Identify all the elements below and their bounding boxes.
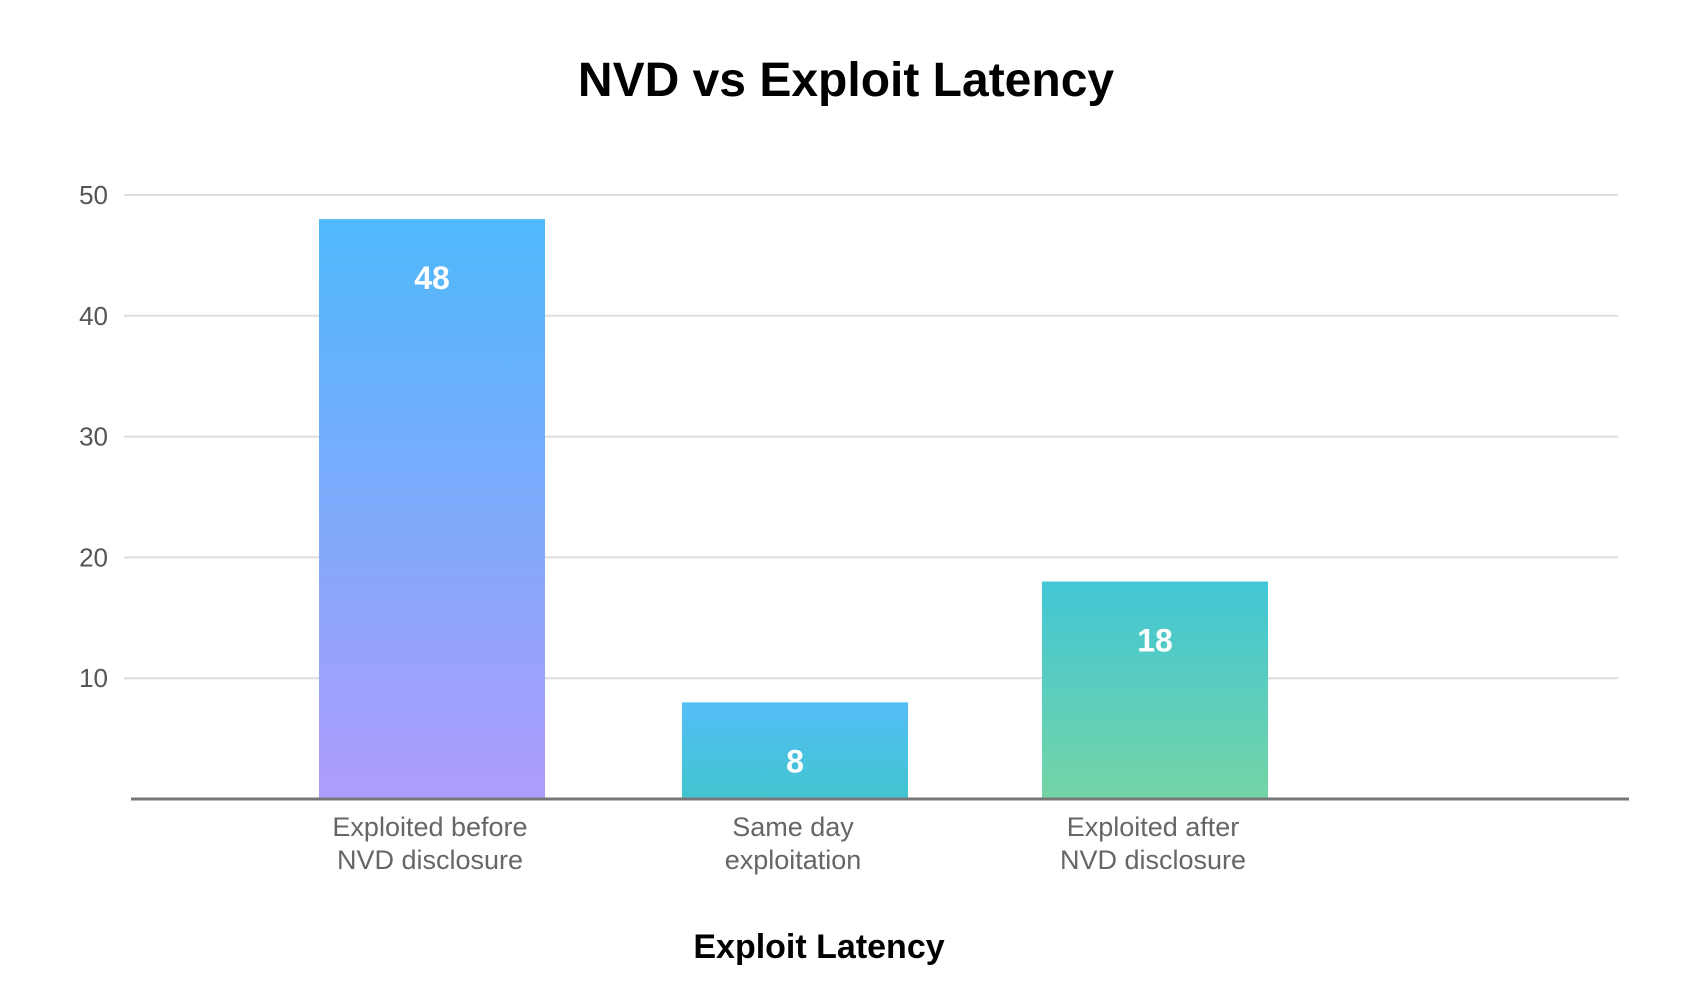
chart-title: NVD vs Exploit Latency bbox=[578, 54, 1114, 107]
x-tick-label: Exploited after bbox=[1067, 812, 1240, 842]
y-tick-label: 10 bbox=[79, 663, 108, 693]
y-axis-ticks: 10 20 30 40 50 bbox=[79, 180, 108, 693]
bar-value-label: 8 bbox=[786, 743, 804, 779]
bar-value-label: 48 bbox=[414, 260, 450, 296]
bar bbox=[319, 219, 545, 799]
bars: 48 8 18 bbox=[319, 219, 1268, 799]
x-tick-label: Exploited before bbox=[332, 812, 527, 842]
bar bbox=[682, 702, 908, 799]
y-tick-label: 20 bbox=[79, 542, 108, 572]
x-tick-label: Same day bbox=[732, 812, 854, 842]
x-tick-label: exploitation bbox=[725, 845, 862, 875]
x-tick-label: NVD disclosure bbox=[337, 845, 523, 875]
bar bbox=[1042, 581, 1268, 799]
x-tick-label: NVD disclosure bbox=[1060, 845, 1246, 875]
x-axis-title: Exploit Latency bbox=[693, 928, 944, 966]
y-tick-label: 40 bbox=[79, 301, 108, 331]
y-tick-label: 50 bbox=[79, 180, 108, 210]
y-tick-label: 30 bbox=[79, 422, 108, 452]
bar-value-label: 18 bbox=[1137, 623, 1173, 659]
